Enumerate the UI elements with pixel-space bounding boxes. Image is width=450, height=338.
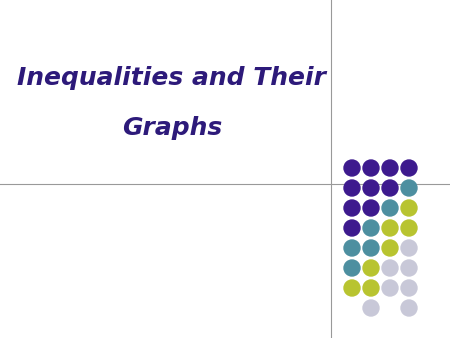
Circle shape: [363, 180, 379, 196]
Circle shape: [401, 280, 417, 296]
Circle shape: [382, 240, 398, 256]
Circle shape: [363, 160, 379, 176]
Circle shape: [401, 220, 417, 236]
Circle shape: [401, 260, 417, 276]
Circle shape: [344, 280, 360, 296]
Circle shape: [382, 200, 398, 216]
Circle shape: [382, 220, 398, 236]
Circle shape: [382, 280, 398, 296]
Circle shape: [363, 300, 379, 316]
Circle shape: [401, 300, 417, 316]
Text: Graphs: Graphs: [122, 116, 222, 141]
Circle shape: [363, 240, 379, 256]
Circle shape: [344, 180, 360, 196]
Circle shape: [363, 280, 379, 296]
Text: Inequalities and Their: Inequalities and Their: [18, 66, 327, 90]
Circle shape: [344, 160, 360, 176]
Circle shape: [401, 160, 417, 176]
Circle shape: [344, 260, 360, 276]
Circle shape: [401, 180, 417, 196]
Circle shape: [401, 240, 417, 256]
Circle shape: [344, 240, 360, 256]
Circle shape: [363, 260, 379, 276]
Circle shape: [401, 200, 417, 216]
Circle shape: [382, 160, 398, 176]
Circle shape: [382, 260, 398, 276]
Circle shape: [363, 220, 379, 236]
Circle shape: [363, 200, 379, 216]
Circle shape: [344, 220, 360, 236]
Circle shape: [344, 200, 360, 216]
Circle shape: [382, 180, 398, 196]
